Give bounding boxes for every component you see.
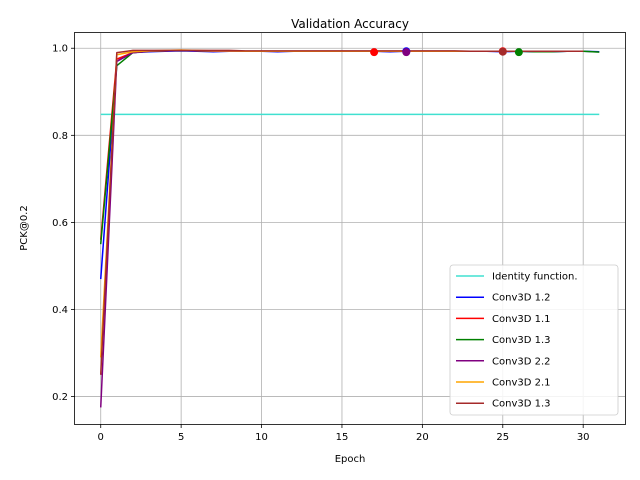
- chart-title: Validation Accuracy: [291, 17, 409, 31]
- grid-lines: [75, 33, 625, 424]
- legend-label-3: Conv3D 1.3: [492, 335, 551, 346]
- x-tick-label: 0: [98, 432, 104, 443]
- y-tick-label: 0.2: [52, 392, 68, 403]
- legend-label-2: Conv3D 1.1: [492, 314, 551, 325]
- y-tick-label: 0.4: [52, 305, 68, 316]
- x-tick-label: 10: [255, 432, 268, 443]
- best-epoch-marker-0: [370, 48, 379, 57]
- best-epoch-marker-4: [498, 47, 507, 56]
- legend-label-1: Conv3D 1.2: [492, 293, 551, 304]
- x-tick-label: 30: [577, 432, 590, 443]
- legend-label-6: Conv3D 1.3: [492, 399, 551, 410]
- axis-ticks: 0 5 10 15 20 25 30 0.2 0.4 0.6 0.8 1.0: [52, 44, 589, 443]
- x-axis-label: Epoch: [335, 454, 366, 465]
- y-tick-label: 0.6: [52, 218, 68, 229]
- legend-label-0: Identity function.: [492, 272, 578, 283]
- y-axis-label: PCK@0.2: [19, 205, 30, 250]
- x-tick-label: 20: [416, 432, 429, 443]
- best-epoch-marker-5: [514, 48, 523, 57]
- legend-label-5: Conv3D 2.1: [492, 378, 551, 389]
- y-tick-label: 1.0: [52, 44, 68, 55]
- legend: Identity function. Conv3D 1.2 Conv3D 1.1 Co…: [449, 264, 619, 416]
- plot-frame: [74, 32, 626, 425]
- legend-label-4: Conv3D 2.2: [492, 356, 551, 367]
- x-tick-label: 5: [178, 432, 184, 443]
- y-tick-label: 0.8: [52, 131, 68, 142]
- best-epoch-markers: [370, 47, 523, 57]
- best-epoch-marker-2: [402, 48, 411, 57]
- legend-box: [449, 264, 619, 416]
- x-tick-label: 25: [496, 432, 509, 443]
- x-tick-label: 15: [336, 432, 349, 443]
